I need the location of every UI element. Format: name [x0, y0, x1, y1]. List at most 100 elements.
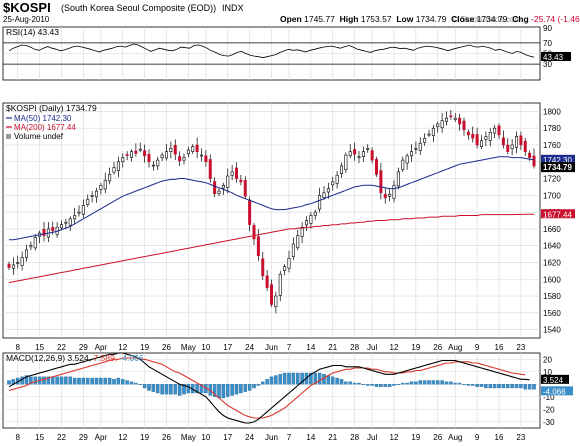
macd-hist-bar [134, 382, 138, 385]
macd-hist-bar [225, 384, 230, 397]
candle-body [64, 221, 68, 224]
candle-body [484, 136, 488, 140]
macd-hist-bar [186, 384, 191, 394]
x-tick-label-bottom: 14 [306, 433, 315, 442]
candle-body [99, 184, 103, 190]
quote-date: 25-Aug-2010 [3, 15, 50, 24]
macd-hist-bar [422, 380, 427, 385]
x-tick-label-bottom: 26 [433, 433, 442, 442]
macd-hist-bar [46, 376, 51, 385]
macd-hist-bar [260, 381, 265, 385]
macd-hist-bar [396, 384, 401, 385]
candle-body [256, 236, 260, 257]
x-tick-label: 17 [223, 343, 232, 352]
macd-hist-bar [444, 381, 449, 385]
candle-body [270, 284, 273, 305]
candle-body [239, 179, 243, 183]
candle-body [501, 137, 505, 146]
x-tick-label: 9 [475, 343, 480, 352]
candle-body [449, 115, 453, 118]
macd-hist-bar [173, 384, 177, 395]
macd-hist-bar [230, 384, 234, 396]
candle-body [379, 170, 383, 194]
macd-hist-bar [365, 384, 370, 386]
brand-watermark[interactable]: © StockCharts.com [452, 15, 522, 24]
macd-hist-bar [243, 384, 247, 392]
price-tick-label: 1540 [543, 326, 561, 335]
macd-hist-bar [155, 384, 160, 394]
ma200-legend: MA(200) 1677.44 [14, 123, 76, 132]
x-tick-label: 12 [118, 343, 127, 352]
candle-body [235, 167, 238, 179]
close-last-label: 1734.79 [543, 163, 572, 172]
candle-body [340, 165, 343, 174]
macd-hist-bar [287, 372, 291, 385]
macd-hist-bar [449, 381, 453, 385]
macd-hist-bar [68, 376, 73, 385]
x-tick-label: 24 [245, 343, 254, 352]
x-tick-label: 29 [79, 343, 88, 352]
macd-hist-bar [291, 372, 296, 385]
ma50-last-badge [541, 154, 575, 164]
macd-hist-bar [51, 376, 55, 385]
rsi-tick-label: 70 [543, 39, 552, 48]
candle-body [81, 205, 85, 215]
candle-body [226, 175, 230, 188]
high-value: 1753.57 [360, 14, 392, 24]
open-label: Open [280, 14, 302, 24]
macd-hist-bar [274, 375, 278, 385]
candle-body [108, 174, 112, 182]
candle-body [405, 155, 409, 164]
price-legend-title: $KOSPI (Daily) 1734.79 [6, 103, 97, 113]
candle-body [86, 199, 90, 205]
price-tick-label: 1600 [543, 275, 561, 284]
candle-body [60, 224, 63, 229]
macd-hist-bar [77, 377, 81, 385]
ma50-line [9, 156, 535, 241]
candle-body [436, 123, 440, 127]
candle-body [287, 257, 291, 269]
price-tick-label: 1580 [543, 292, 561, 301]
x-tick-label: 26 [433, 343, 442, 352]
candle-body [383, 194, 387, 199]
macd-hist-bar [435, 380, 440, 385]
low-value: 1734.79 [415, 14, 447, 24]
macd-hist-bar [252, 384, 256, 389]
macd-hist-bar [492, 384, 497, 389]
macd-hist-bar [505, 384, 510, 389]
ma200-last-badge [541, 209, 575, 219]
candle-body [440, 120, 444, 129]
candle-body [42, 229, 46, 236]
candle-body [366, 148, 370, 150]
macd-hist-bar [24, 375, 29, 385]
macd-hist-bar [99, 377, 103, 385]
candle-body [283, 266, 287, 271]
x-tick-label-bottom: Aug [448, 433, 462, 442]
candle-body [361, 151, 365, 158]
candle-body [151, 164, 155, 167]
macd-hist-bar [484, 384, 488, 389]
low-label: Low [396, 14, 414, 24]
macd-hist-bar [212, 384, 217, 397]
candle-body [261, 258, 265, 277]
candle-body [401, 159, 405, 170]
macd-tick-label: -10 [543, 393, 555, 402]
close-label: Close [451, 14, 475, 24]
candle-body [375, 159, 378, 175]
candle-body [125, 154, 129, 156]
candle-body [51, 227, 55, 231]
macd-hist-bar [317, 372, 322, 385]
macd-hist-bar [282, 372, 287, 385]
candle-body [523, 140, 527, 152]
candle-body [278, 273, 282, 296]
ma200-last-label: 1677.44 [543, 210, 572, 219]
ticker-symbol: $KOSPI [3, 0, 51, 15]
price-tick-label: 1720 [543, 175, 561, 184]
candle-body [392, 184, 396, 199]
candle-body [173, 145, 177, 155]
candle-body [431, 127, 435, 136]
macd-hist-bar [64, 376, 68, 385]
candle-body [95, 190, 98, 198]
macd-hist-bar [94, 377, 99, 385]
macd-hist-bar [199, 384, 204, 394]
